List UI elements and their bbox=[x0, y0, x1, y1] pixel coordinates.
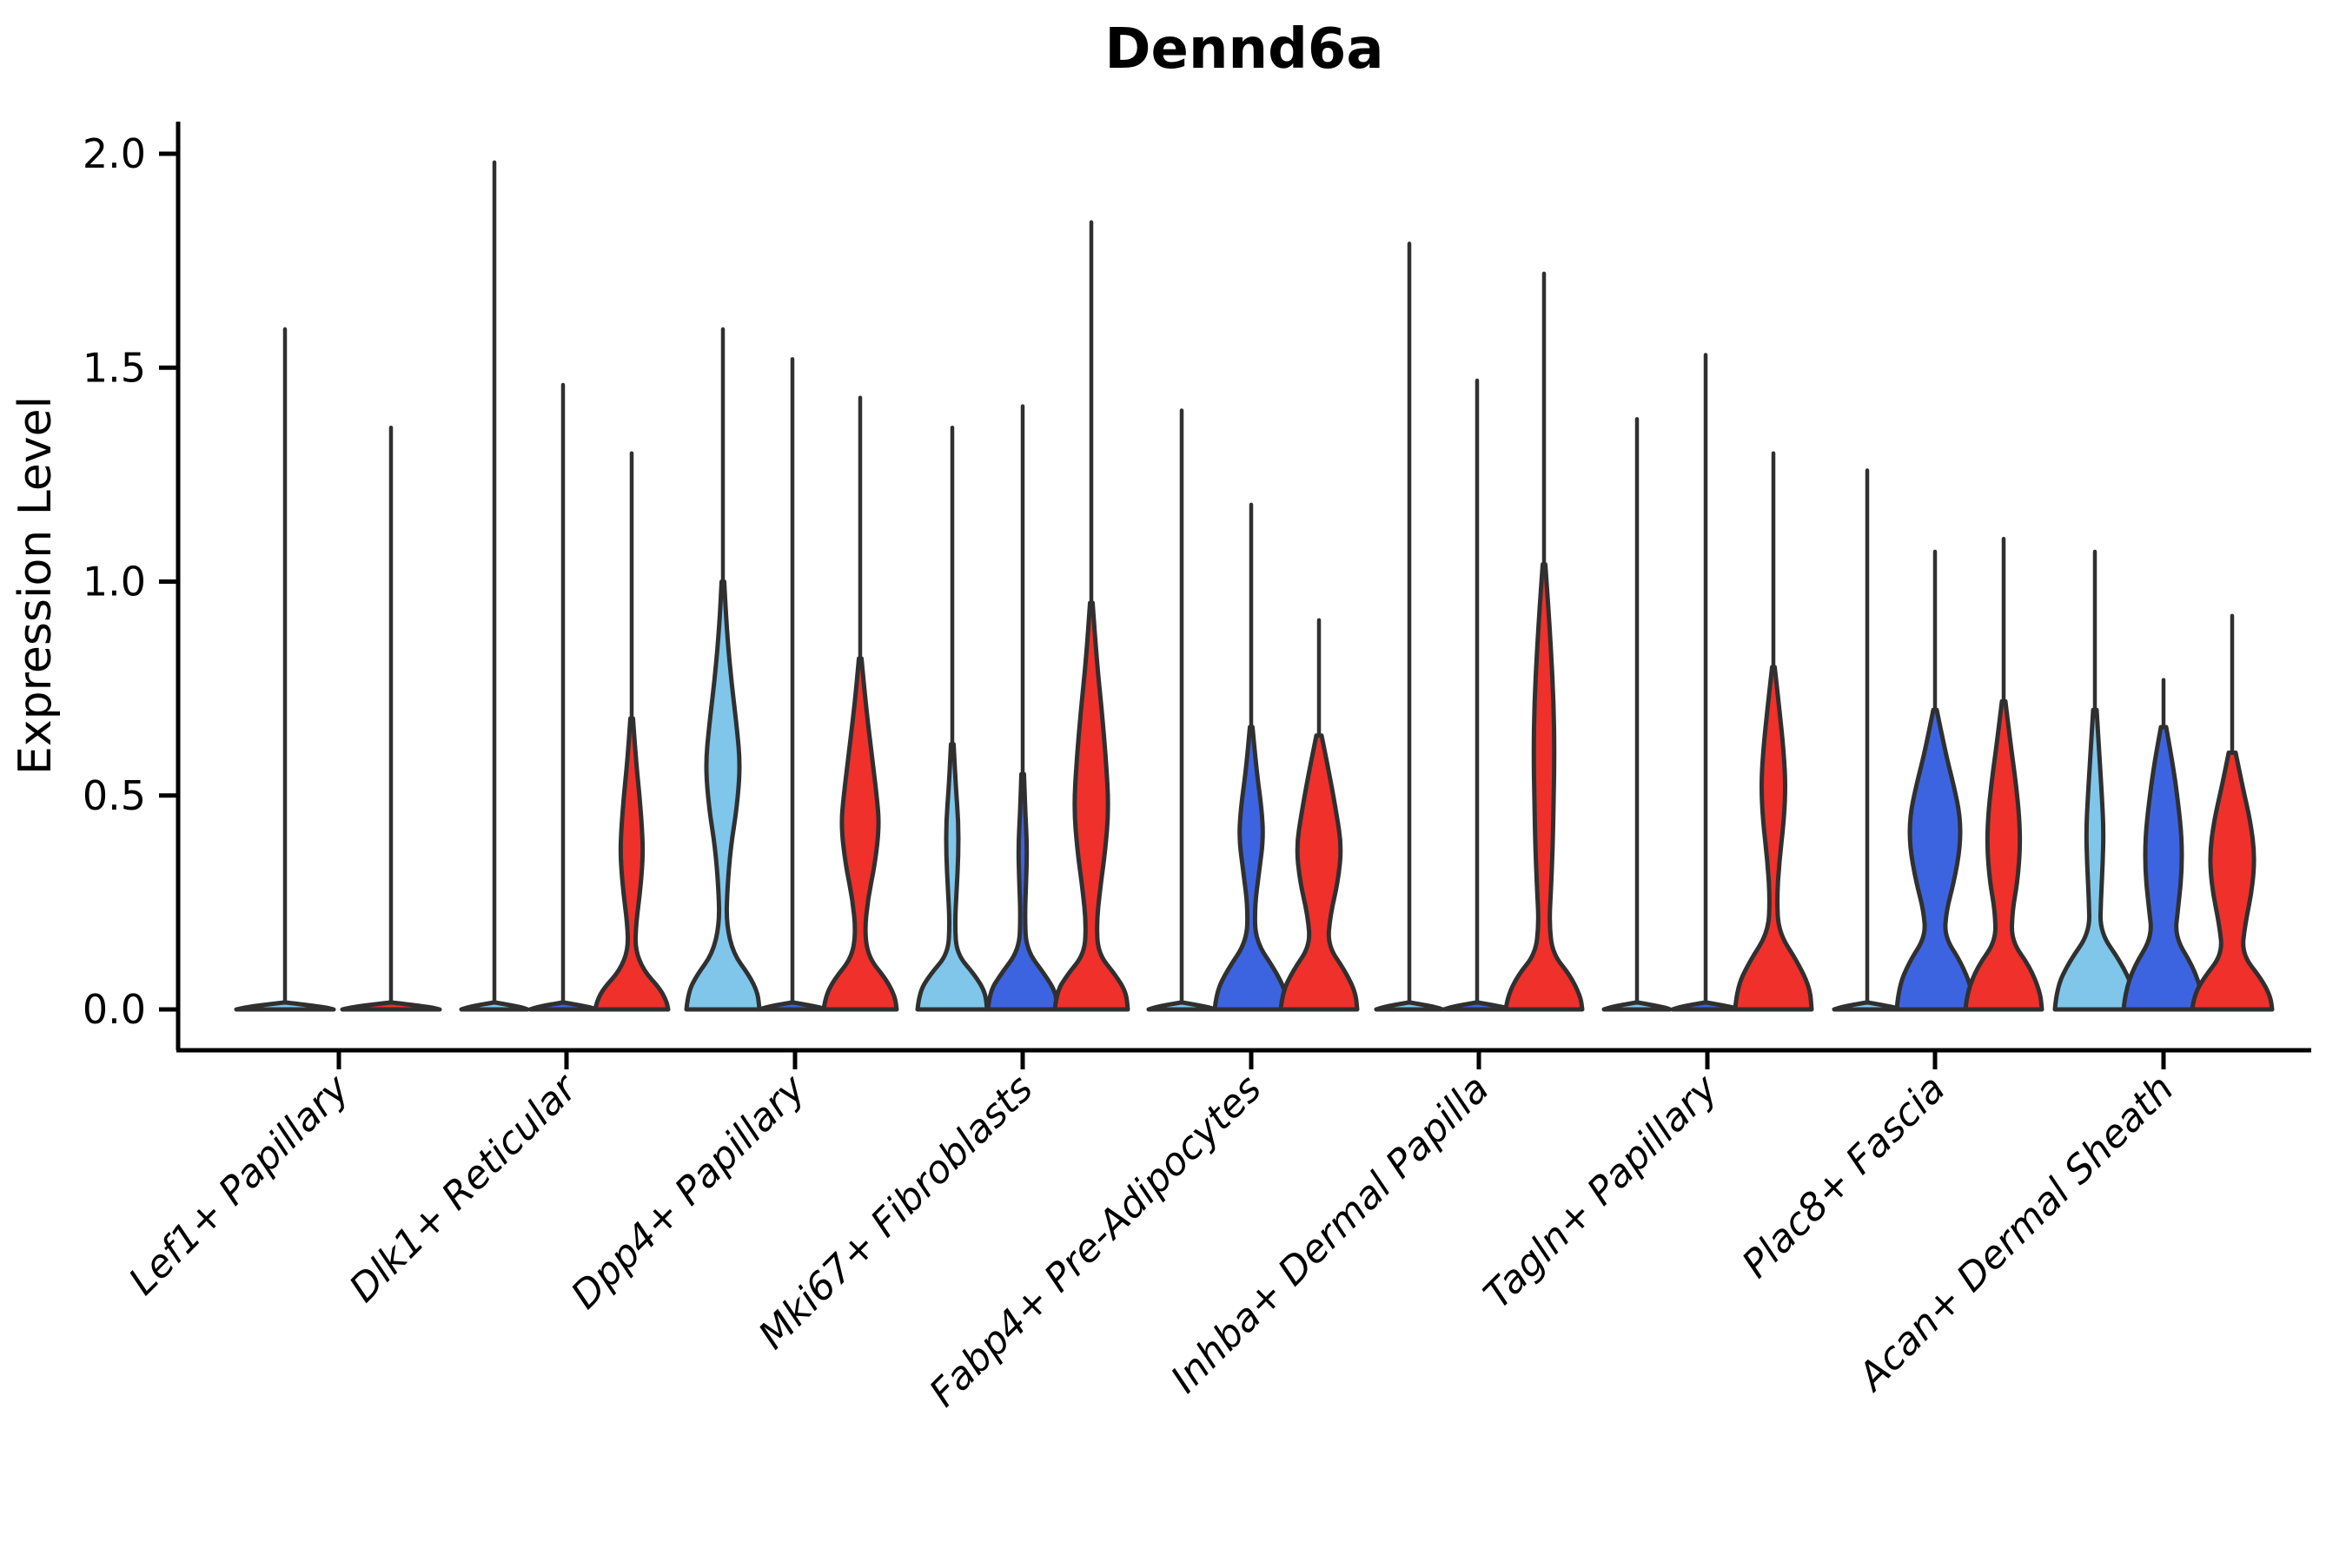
x-tick-label: Plac8+ Fascia bbox=[1733, 1067, 1953, 1287]
violin-body bbox=[2190, 751, 2275, 1012]
violin-body bbox=[1963, 698, 2044, 1012]
violin-body bbox=[1503, 562, 1585, 1012]
violin-body bbox=[1670, 1000, 1741, 1012]
y-tick-label: 1.5 bbox=[83, 344, 146, 391]
violin-body bbox=[1894, 707, 1976, 1012]
violin-body bbox=[757, 1000, 828, 1012]
violin-body bbox=[2052, 707, 2137, 1012]
y-tick-label: 0.5 bbox=[83, 772, 146, 819]
violin-body bbox=[1733, 665, 1814, 1012]
violin-body bbox=[915, 742, 990, 1012]
violin-body bbox=[1212, 724, 1290, 1012]
violin-body bbox=[1146, 1000, 1217, 1012]
axes: 0.0 0.5 1.0 1.5 2.0 bbox=[83, 122, 2311, 1069]
x-tick-label: Dlk1+ Reticular bbox=[341, 1065, 586, 1311]
chart-title: Dennd6a bbox=[1104, 17, 1383, 82]
y-axis-label: Expression Level bbox=[10, 396, 62, 775]
violin-body bbox=[1601, 1000, 1673, 1012]
violin-body bbox=[985, 771, 1060, 1012]
violin-body bbox=[593, 716, 671, 1012]
y-tick-label: 1.0 bbox=[83, 559, 146, 605]
violin-body bbox=[1374, 1000, 1445, 1012]
violin-body bbox=[1441, 1000, 1513, 1012]
y-tick-label: 2.0 bbox=[83, 130, 146, 177]
y-tick-label: 0.0 bbox=[83, 986, 146, 1033]
violin-body bbox=[1052, 600, 1130, 1012]
violin-body bbox=[459, 1000, 530, 1012]
violin-body bbox=[340, 1000, 442, 1012]
violin-body bbox=[1278, 733, 1360, 1012]
x-tick-label: Tagln+ Papillary bbox=[1475, 1066, 1726, 1317]
violin-body bbox=[684, 579, 762, 1012]
violin-body bbox=[234, 1000, 336, 1012]
x-tick-label: Lef1+ Papillary bbox=[121, 1066, 359, 1304]
violin-body bbox=[527, 1000, 599, 1012]
violin-body bbox=[1832, 1000, 1903, 1012]
x-tick-label: Dpp4+ Papillary bbox=[563, 1066, 815, 1318]
violins-layer bbox=[234, 160, 2275, 1012]
violin-body bbox=[821, 656, 899, 1012]
violin-body bbox=[2121, 724, 2206, 1012]
